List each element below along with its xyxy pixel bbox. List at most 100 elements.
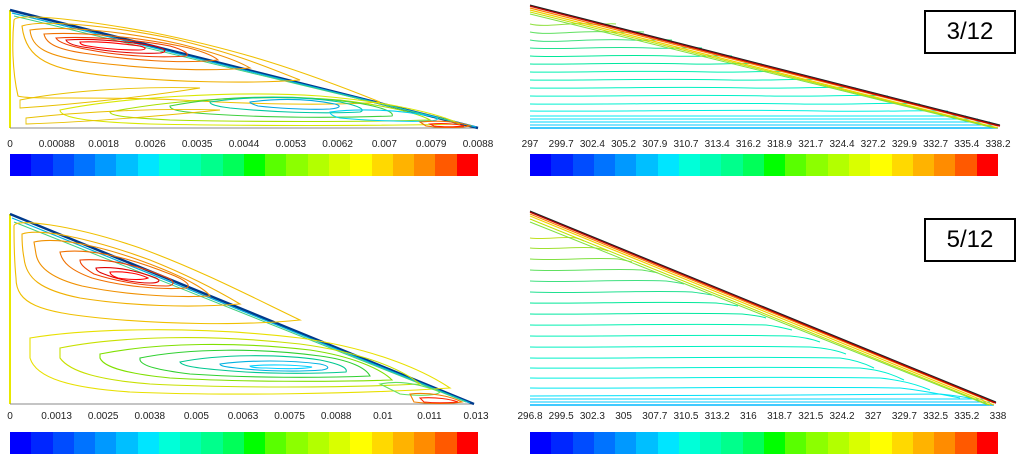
colorbar-segment — [201, 154, 223, 176]
colorbar-segment — [955, 432, 977, 454]
colorbar-segment — [286, 154, 308, 176]
colorbar-tick: 321.5 — [798, 411, 824, 422]
streamline-contour-plot — [9, 8, 479, 130]
colorbar-tick: 299.5 — [548, 411, 574, 422]
colorbar-segment — [371, 432, 393, 454]
colorbar-tick: 332.7 — [923, 139, 949, 150]
colorbar-segment — [307, 154, 329, 176]
colorbar-segment — [116, 154, 138, 176]
colorbar-segment — [763, 154, 786, 176]
colorbar-tick: 0.00088 — [38, 139, 75, 150]
colorbar-segment — [593, 154, 616, 176]
colorbar-tick: 0.0053 — [275, 139, 307, 150]
colorbar-segment — [934, 154, 956, 176]
isotherm-colorbar — [530, 432, 998, 454]
time-label-bottom: 5/12 — [924, 218, 1016, 262]
colorbar-segment — [392, 154, 415, 176]
colorbar-segment — [870, 154, 892, 176]
streamline-colorbar — [10, 432, 478, 454]
streamline-panel-5-12: 0 0.0013 0.0025 0.0038 0.005 0.0063 0.00… — [0, 208, 500, 463]
isotherm-colorbar-ticks: 296.8 299.5 302.3 305 307.7 310.5 313.2 … — [517, 411, 1006, 425]
colorbar-tick: 0.011 — [417, 411, 442, 422]
colorbar-segment — [593, 432, 616, 454]
colorbar-segment — [10, 432, 32, 454]
colorbar-tick: 0.005 — [183, 411, 209, 422]
colorbar-segment — [976, 154, 998, 176]
colorbar-segment — [615, 154, 637, 176]
colorbar-segment — [201, 432, 223, 454]
streamline-colorbar-ticks: 0 0.0013 0.0025 0.0038 0.005 0.0063 0.00… — [7, 411, 488, 425]
colorbar-segment — [572, 432, 594, 454]
colorbar-tick: 299.7 — [548, 139, 574, 150]
colorbar-segment — [435, 154, 457, 176]
colorbar-tick: 324.2 — [829, 411, 855, 422]
colorbar-tick: 0.0013 — [41, 411, 72, 422]
time-label-top: 3/12 — [924, 10, 1016, 54]
colorbar-segment — [95, 432, 117, 454]
colorbar-segment — [678, 432, 701, 454]
colorbar-segment — [721, 432, 743, 454]
isotherm-contour-plot — [529, 210, 997, 406]
colorbar-segment — [827, 432, 849, 454]
colorbar-tick: 0.007 — [371, 139, 397, 150]
colorbar-segment — [414, 154, 436, 176]
time-label-text: 5/12 — [946, 226, 994, 253]
colorbar-segment — [52, 432, 74, 454]
colorbar-segment — [158, 432, 181, 454]
colorbar-tick: 307.9 — [642, 139, 668, 150]
colorbar-tick: 329.9 — [891, 139, 917, 150]
colorbar-segment — [742, 154, 764, 176]
colorbar-tick: 329.7 — [891, 411, 917, 422]
colorbar-segment — [657, 154, 679, 176]
colorbar-segment — [551, 154, 573, 176]
colorbar-segment — [307, 432, 329, 454]
colorbar-segment — [806, 432, 828, 454]
colorbar-tick: 318.7 — [767, 411, 793, 422]
colorbar-tick: 316.2 — [735, 139, 761, 150]
time-label-text: 3/12 — [946, 18, 994, 45]
colorbar-segment — [52, 154, 74, 176]
colorbar-tick: 0.0035 — [181, 139, 213, 150]
colorbar-segment — [551, 432, 573, 454]
colorbar-segment — [435, 432, 457, 454]
colorbar-tick: 316 — [740, 411, 757, 422]
colorbar-tick: 313.4 — [704, 139, 730, 150]
colorbar-segment — [891, 154, 913, 176]
colorbar-segment — [700, 432, 722, 454]
colorbar-segment — [243, 154, 266, 176]
colorbar-tick: 296.8 — [517, 411, 543, 422]
colorbar-segment — [976, 432, 998, 454]
colorbar-segment — [955, 154, 977, 176]
isotherm-panel-5-12: 296.8 299.5 302.3 305 307.7 310.5 313.2 … — [517, 208, 1024, 463]
isotherm-contour-plot — [529, 4, 1001, 129]
isotherm-panel-3-12: 297 299.7 302.4 305.2 307.9 310.7 313.4 … — [520, 0, 1024, 190]
colorbar-tick: 327.2 — [860, 139, 886, 150]
colorbar-segment — [827, 154, 849, 176]
isotherm-colorbar — [530, 154, 998, 176]
colorbar-segment — [678, 154, 701, 176]
colorbar-tick: 324.4 — [829, 139, 855, 150]
colorbar-tick: 335.2 — [954, 411, 980, 422]
colorbar-tick: 335.4 — [954, 139, 980, 150]
colorbar-segment — [265, 432, 287, 454]
colorbar-segment — [31, 154, 53, 176]
colorbar-segment — [180, 432, 202, 454]
colorbar-segment — [530, 154, 552, 176]
colorbar-tick: 0.0088 — [320, 411, 352, 422]
colorbar-segment — [286, 432, 308, 454]
colorbar-segment — [891, 432, 913, 454]
colorbar-segment — [222, 432, 244, 454]
colorbar-tick: 0.013 — [463, 411, 489, 422]
colorbar-segment — [456, 432, 478, 454]
colorbar-tick: 0.0063 — [227, 411, 259, 422]
colorbar-segment — [870, 432, 892, 454]
colorbar-segment — [328, 432, 351, 454]
colorbar-segment — [265, 154, 287, 176]
colorbar-segment — [158, 154, 181, 176]
colorbar-tick: 318.9 — [767, 139, 793, 150]
colorbar-segment — [912, 154, 935, 176]
colorbar-segment — [785, 432, 807, 454]
colorbar-segment — [116, 432, 138, 454]
streamline-colorbar-ticks: 0 0.00088 0.0018 0.0026 0.0035 0.0044 0.… — [7, 139, 493, 153]
colorbar-segment — [636, 154, 658, 176]
